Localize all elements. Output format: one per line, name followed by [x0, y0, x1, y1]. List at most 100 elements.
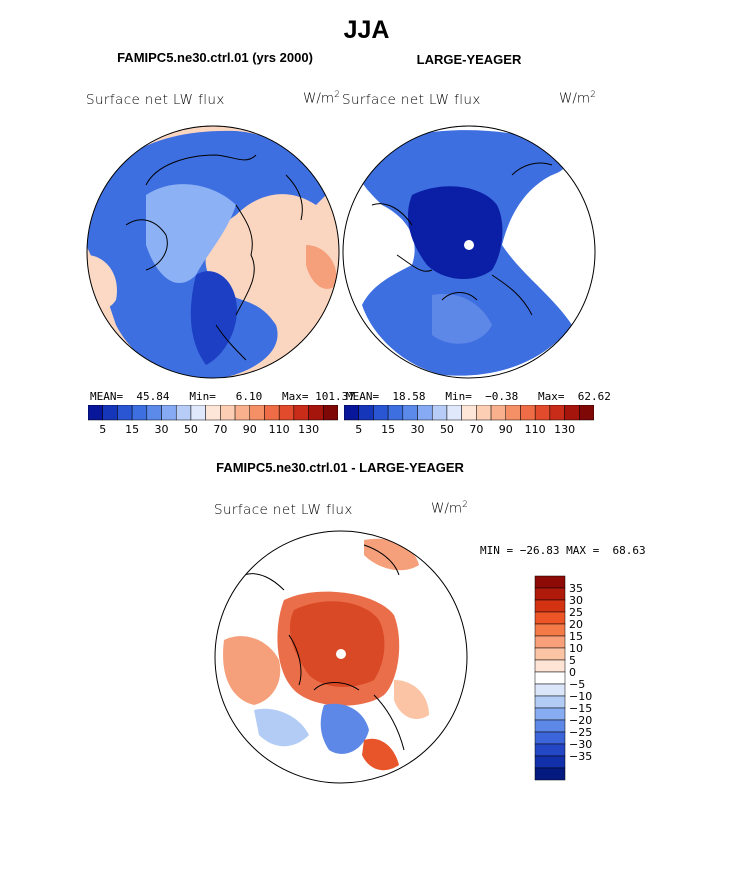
colorbar-diff-tick-label: −15 — [569, 702, 592, 715]
colorbar-diff-tick-label: 35 — [569, 582, 583, 595]
map-diff-svg — [214, 530, 468, 784]
colorbar-right-tick-label: 30 — [411, 423, 425, 436]
colorbar-right-swatch — [402, 405, 418, 421]
colorbar-left-swatch — [190, 405, 206, 421]
panel-right-units-base: W/m — [559, 90, 591, 107]
map-diff-pole-marker — [336, 649, 346, 659]
colorbar-diff-swatch — [534, 695, 566, 709]
colorbar-diff-tick-label: −35 — [569, 750, 592, 763]
colorbar-right-swatch — [564, 405, 580, 421]
panel-right-title: LARGE-YEAGER — [416, 52, 522, 67]
colorbar-diff-swatch — [534, 671, 566, 685]
colorbar-right-swatch — [373, 405, 389, 421]
panel-left-stats: MEAN= 45.84 Min= 6.10 Max= 101.37 — [90, 390, 355, 403]
colorbar-left-tick-label: 70 — [213, 423, 227, 436]
map-left-field-light — [146, 184, 236, 284]
map-diff-field-blue-lower — [320, 703, 369, 754]
map-diff-field-red-lower — [362, 738, 399, 771]
page-title: JJA — [343, 16, 390, 44]
colorbar-diff-tick-label: 10 — [569, 642, 583, 655]
map-left-field-deep — [190, 271, 237, 365]
colorbar-left-swatch — [88, 405, 103, 421]
colorbar-diff-swatch — [534, 659, 566, 673]
panel-diff-minmax: MIN = −26.83 MAX = 68.63 — [480, 544, 646, 557]
colorbar-diff-swatch — [534, 731, 566, 745]
colorbar-right-tick-label: 90 — [499, 423, 513, 436]
colorbar-right-tick-label: 130 — [554, 423, 575, 436]
colorbar-right-swatch — [579, 405, 594, 421]
colorbar-left-tick-label: 30 — [155, 423, 169, 436]
colorbar-left-swatch — [249, 405, 265, 421]
panel-diff-units-base: W/m — [431, 500, 463, 517]
colorbar-right-swatch — [476, 405, 492, 421]
map-diff-field-red-ring — [277, 591, 400, 706]
colorbar-left-swatch — [117, 405, 133, 421]
colorbar-diff-swatch — [534, 647, 566, 661]
colorbar-left-swatch — [308, 405, 324, 421]
colorbar-right-tick-label: 50 — [440, 423, 454, 436]
colorbar-left-tick-label: 90 — [243, 423, 257, 436]
colorbar-right-swatch — [417, 405, 433, 421]
colorbar-left-swatch — [102, 405, 118, 421]
map-left-field-peach — [306, 245, 337, 289]
panel-left-units: W/m2 — [303, 90, 340, 107]
panel-right-units: W/m2 — [559, 90, 596, 107]
panel-diff-variable-label: Surface net LW flux — [214, 502, 353, 518]
colorbar-right-swatch — [387, 405, 404, 421]
panel-left-title: FAMIPC5.ne30.ctrl.01 (yrs 2000) — [117, 50, 313, 65]
colorbar-left-swatch — [278, 405, 295, 421]
colorbar-left-swatch — [293, 405, 309, 421]
map-left-svg — [86, 125, 340, 379]
colorbar-left-swatch — [234, 405, 251, 421]
map-right-outline — [342, 125, 596, 379]
colorbar-left-tick-label: 130 — [298, 423, 319, 436]
panel-left-units-exp: 2 — [334, 90, 340, 100]
colorbar-right-swatch — [461, 405, 477, 421]
colorbar-right-swatch — [446, 405, 462, 421]
map-right-svg — [342, 125, 596, 379]
colorbar-left-swatch — [175, 405, 192, 421]
colorbar-diff-tick-label: −10 — [569, 690, 592, 703]
colorbar-left-swatch — [146, 405, 162, 421]
colorbar-diff-swatch — [534, 683, 566, 697]
colorbar-left-tick-label: 5 — [99, 423, 106, 436]
colorbar-diff-swatch — [534, 719, 566, 733]
map-right-field-deep — [407, 186, 503, 280]
map-right-coast-1 — [371, 162, 553, 316]
map-diff-field-pale — [394, 680, 429, 720]
map-left-outline — [86, 125, 340, 379]
colorbar-left-swatch — [220, 405, 236, 421]
colorbar-left-swatch — [205, 405, 221, 421]
map-diff-coast-1 — [243, 544, 405, 751]
colorbar-diff-tick-label: 15 — [569, 630, 583, 643]
panel-left-variable-label: Surface net LW flux — [86, 92, 225, 108]
colorbar-right-swatch — [490, 405, 507, 421]
map-diff-outline — [214, 530, 468, 784]
colorbar-diff-tick-label: 20 — [569, 618, 583, 631]
colorbar-diff-swatch — [534, 743, 566, 757]
colorbar-left-swatch — [323, 405, 338, 421]
map-right-pole-marker — [464, 240, 474, 250]
colorbar-diff-tick-label: 30 — [569, 594, 583, 607]
colorbar-diff-swatch — [534, 623, 566, 637]
colorbar-left-swatch — [161, 405, 177, 421]
panel-right-units-exp: 2 — [590, 90, 596, 100]
panel-diff-units: W/m2 — [431, 500, 468, 517]
panel-left-units-base: W/m — [303, 90, 335, 107]
colorbar-right-swatch — [358, 405, 374, 421]
colorbar-left-swatch — [131, 405, 148, 421]
colorbar-right-swatch — [549, 405, 565, 421]
map-diff-field-lightblue — [254, 708, 309, 747]
colorbar-diff-swatch — [534, 635, 566, 649]
colorbar-diff-tick-label: 25 — [569, 606, 583, 619]
map-right-field-mid — [432, 294, 492, 344]
colorbar-right-tick-label: 15 — [381, 423, 395, 436]
colorbar-diff-swatch — [534, 767, 566, 781]
colorbar-diff-swatch — [534, 611, 566, 625]
panel-right-colorbar: 5 15 30 50 70 90 110 130 — [344, 405, 594, 436]
panel-left-colorbar: 5 15 30 50 70 90 110 130 — [88, 405, 338, 436]
colorbar-diff-tick-label: −25 — [569, 726, 592, 739]
map-diff-field-peach-left — [223, 636, 281, 705]
colorbar-diff-tick-label: −5 — [569, 678, 585, 691]
